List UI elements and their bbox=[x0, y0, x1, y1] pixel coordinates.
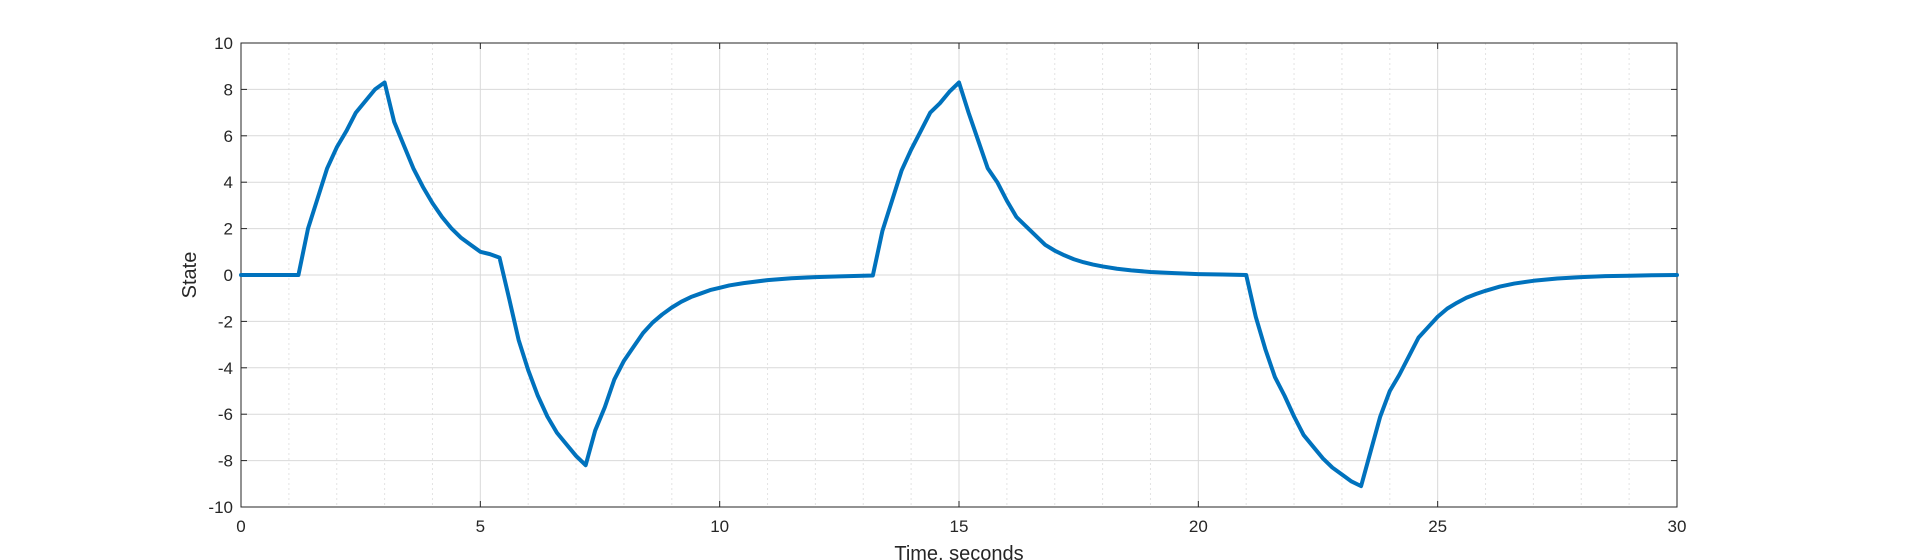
y-tick-label: -6 bbox=[218, 405, 233, 424]
y-axis-ticks: -10 -8 -6 -4 -2 0 2 4 6 8 10 bbox=[208, 34, 1677, 517]
x-tick-label: 5 bbox=[476, 517, 485, 536]
y-tick-label: 4 bbox=[224, 173, 233, 192]
y-tick-label: -2 bbox=[218, 312, 233, 331]
x-tick-label: 10 bbox=[710, 517, 729, 536]
series-line bbox=[239, 80, 1679, 489]
x-tick-label: 20 bbox=[1189, 517, 1208, 536]
x-tick-label: 15 bbox=[950, 517, 969, 536]
x-axis-label: Time, seconds bbox=[894, 543, 1023, 560]
y-axis-label: State bbox=[179, 252, 201, 299]
y-tick-label: 6 bbox=[224, 127, 233, 146]
y-tick-label: -10 bbox=[208, 498, 233, 517]
y-tick-label: 10 bbox=[214, 34, 233, 53]
x-tick-label: 25 bbox=[1428, 517, 1447, 536]
y-tick-label: -4 bbox=[218, 359, 233, 378]
y-tick-label: 2 bbox=[224, 220, 233, 239]
x-tick-label: 0 bbox=[236, 517, 245, 536]
major-grid bbox=[241, 43, 1677, 507]
x-axis-ticks: 0 5 10 15 20 25 30 bbox=[236, 43, 1686, 536]
y-tick-label: 0 bbox=[224, 266, 233, 285]
y-tick-label: -8 bbox=[218, 452, 233, 471]
y-tick-label: 8 bbox=[224, 80, 233, 99]
x-tick-label: 30 bbox=[1668, 517, 1687, 536]
